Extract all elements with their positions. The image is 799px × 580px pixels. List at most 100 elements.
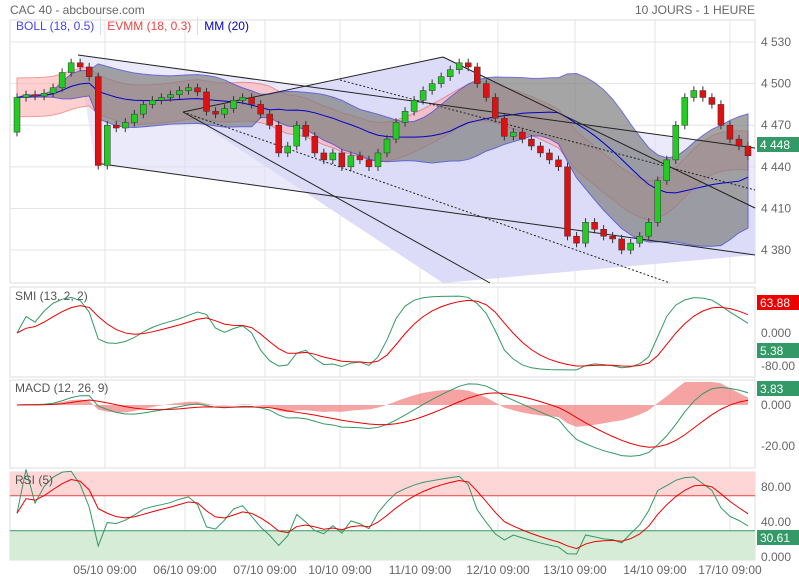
smi-line	[16, 295, 749, 371]
candle-down	[717, 104, 725, 126]
candle-up	[582, 222, 589, 244]
panel-frame	[9, 286, 756, 378]
indicator-title: RSI (5)	[15, 473, 53, 487]
candle-down	[94, 76, 102, 166]
candle-down	[618, 238, 625, 251]
period-label: 10 JOURS - 1 HEURE	[635, 3, 755, 17]
candle-down	[591, 222, 598, 230]
last-price-badge	[757, 137, 799, 152]
moving-average-line	[16, 82, 749, 194]
legend-mm: MM (20)	[204, 19, 249, 33]
candle-down	[356, 155, 364, 161]
rsi-line	[16, 469, 749, 555]
y-tick-label: 4 440	[761, 160, 791, 174]
y-tick-label: 4 470	[761, 118, 791, 132]
y-tick-label: 4 410	[761, 201, 791, 215]
x-tick-label: 14/10 09:00	[623, 563, 687, 577]
y-tick-label: 4 500	[761, 77, 791, 91]
y-tick-label: -20.00	[761, 439, 795, 453]
candle-up	[636, 235, 643, 244]
candle-up	[103, 124, 111, 166]
candle-down	[203, 91, 210, 112]
candle-up	[383, 138, 391, 154]
candle-up	[329, 152, 337, 161]
candle-down	[519, 131, 526, 140]
candle-down	[573, 235, 580, 244]
x-tick-label: 11/10 09:00	[389, 563, 452, 577]
indicator-title: SMI (13, 2, 2)	[15, 289, 88, 303]
candle-up	[40, 93, 48, 97]
rsi-badge	[757, 530, 799, 545]
y-tick-label: 4 380	[761, 243, 791, 257]
indicator-title: MACD (12, 26, 9)	[15, 381, 108, 395]
rsi-signal-line	[16, 479, 749, 550]
candle-up	[176, 90, 183, 95]
candle-down	[320, 152, 328, 161]
x-tick-label: 05/10 09:00	[73, 563, 137, 577]
candle-up	[410, 100, 418, 112]
candle-down	[600, 228, 607, 237]
x-tick-label: 17/10 09:00	[698, 563, 762, 577]
candle-down	[266, 113, 273, 126]
candle-down	[564, 166, 571, 237]
rsi-oversold-zone	[10, 530, 755, 560]
x-tick-label: 10/10 09:00	[308, 563, 372, 577]
candle-up	[49, 87, 57, 94]
bollinger-band	[16, 63, 749, 247]
smi-signal-badge	[757, 295, 799, 310]
x-tick-label: 07/10 09:00	[233, 563, 297, 577]
y-tick-label: 0.000	[761, 550, 791, 564]
candle-down	[744, 145, 752, 156]
macd-line	[16, 383, 749, 457]
candle-up	[131, 113, 138, 123]
candle-up	[663, 159, 671, 181]
candle-up	[374, 152, 382, 168]
y-tick-label: 4 530	[761, 35, 791, 49]
y-tick-label: 0.000	[761, 398, 791, 412]
macd-badge-value: 3.83	[760, 382, 784, 396]
candle-down	[257, 104, 264, 115]
candle-up	[455, 62, 463, 70]
x-tick-label: 06/10 09:00	[153, 563, 217, 577]
candle-down	[311, 136, 319, 154]
macd-badge	[757, 381, 799, 396]
candle-down	[365, 159, 373, 168]
smi-badge	[757, 343, 799, 358]
candle-down	[113, 124, 120, 129]
candle-up	[122, 122, 129, 129]
candle-up	[230, 100, 237, 109]
candle-down	[85, 66, 93, 77]
y-tick-label: 0.000	[761, 326, 791, 340]
candle-up	[627, 242, 634, 251]
candle-down	[31, 94, 39, 97]
y-tick-label: 80.00	[761, 480, 791, 494]
candle-down	[492, 97, 499, 119]
candle-up	[293, 124, 301, 147]
legend: BOLL (18, 0.5) EVMM (18, 0.3) MM (20)	[10, 17, 255, 35]
candle-down	[275, 124, 282, 154]
candle-up	[13, 97, 21, 133]
candle-up	[672, 124, 680, 161]
candle-down	[735, 138, 743, 147]
candle-up	[167, 94, 174, 98]
y-tick-label: 40.00	[761, 515, 791, 529]
candle-up	[446, 69, 454, 77]
macd-signal-line	[16, 392, 749, 448]
candle-up	[58, 72, 66, 89]
smi-badge-value: 5.38	[760, 344, 784, 358]
candle-up	[690, 90, 698, 98]
candle-up	[392, 122, 400, 140]
candle-up	[221, 108, 228, 115]
candle-down	[708, 97, 716, 105]
candle-down	[248, 97, 255, 105]
candle-up	[401, 111, 409, 123]
legend-evmm: EVMM (18, 0.3)	[101, 17, 199, 35]
y-tick-label: -80.00	[761, 359, 795, 373]
candle-up	[654, 180, 662, 223]
candle-down	[212, 111, 219, 115]
candle-down	[464, 62, 472, 68]
candle-down	[699, 90, 707, 98]
candle-up	[681, 97, 689, 126]
